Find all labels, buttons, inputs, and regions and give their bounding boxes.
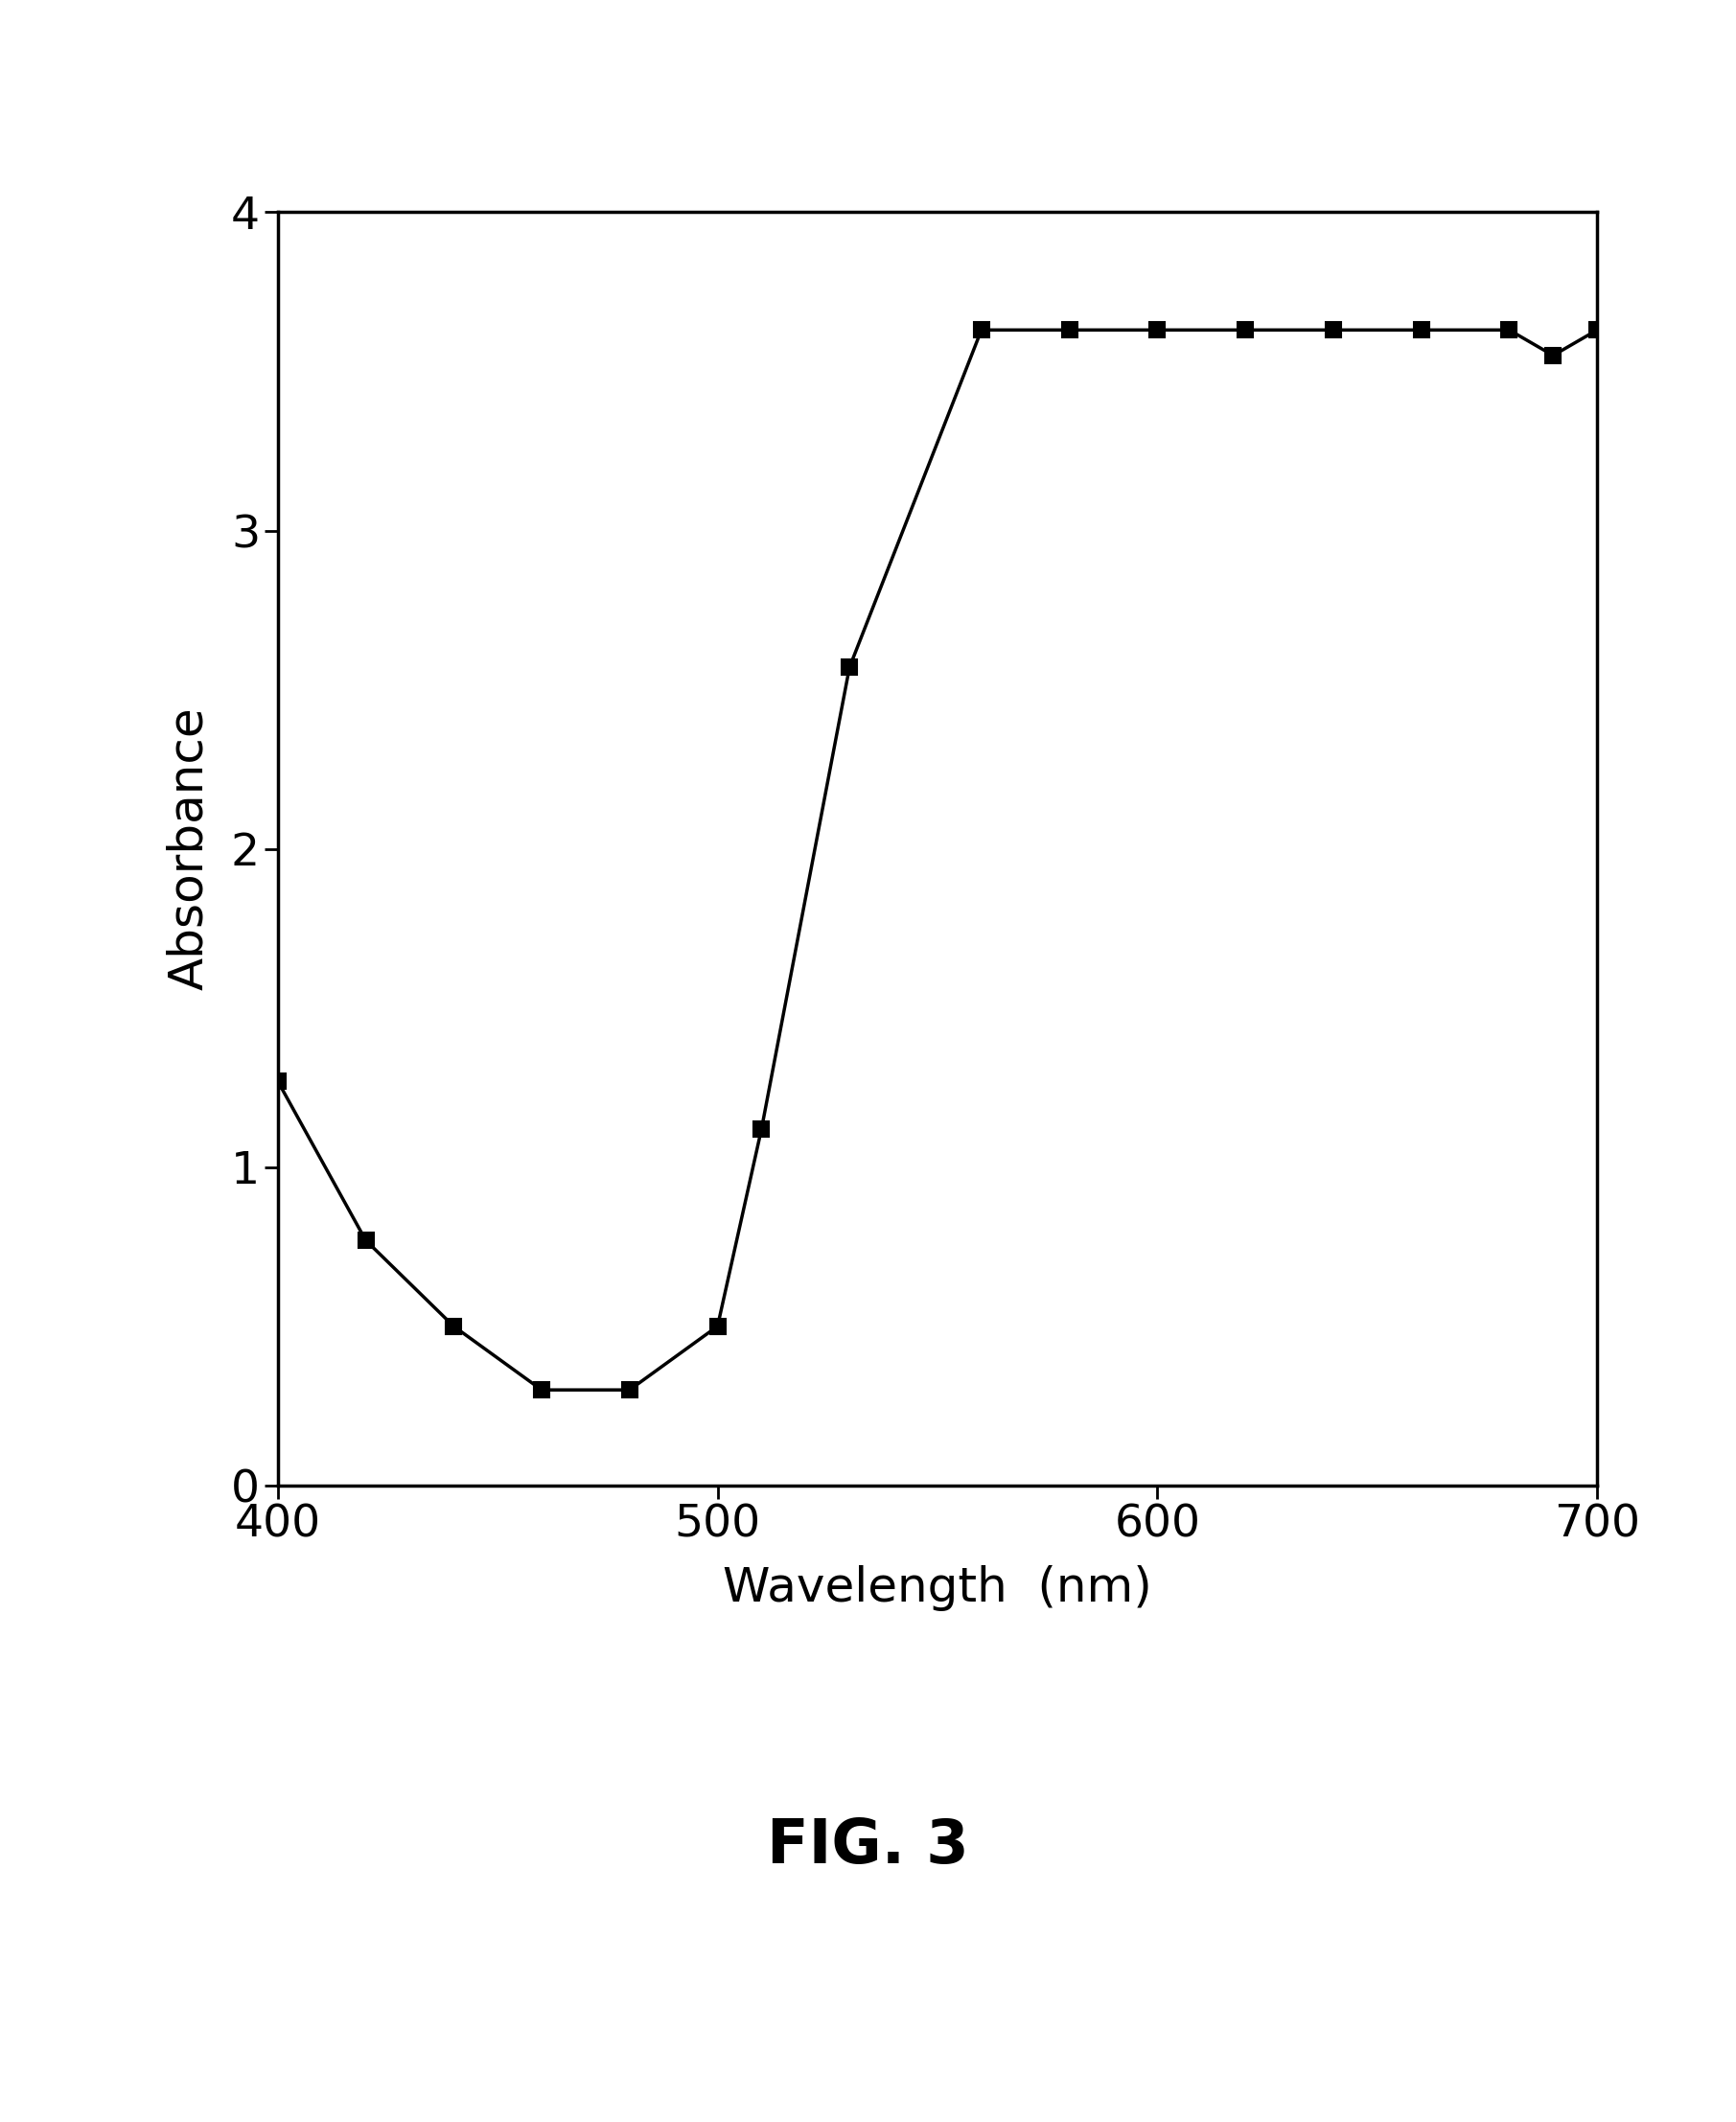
Text: FIG. 3: FIG. 3 <box>767 1816 969 1876</box>
Y-axis label: Absorbance: Absorbance <box>167 707 212 991</box>
X-axis label: Wavelength  (nm): Wavelength (nm) <box>722 1566 1153 1611</box>
